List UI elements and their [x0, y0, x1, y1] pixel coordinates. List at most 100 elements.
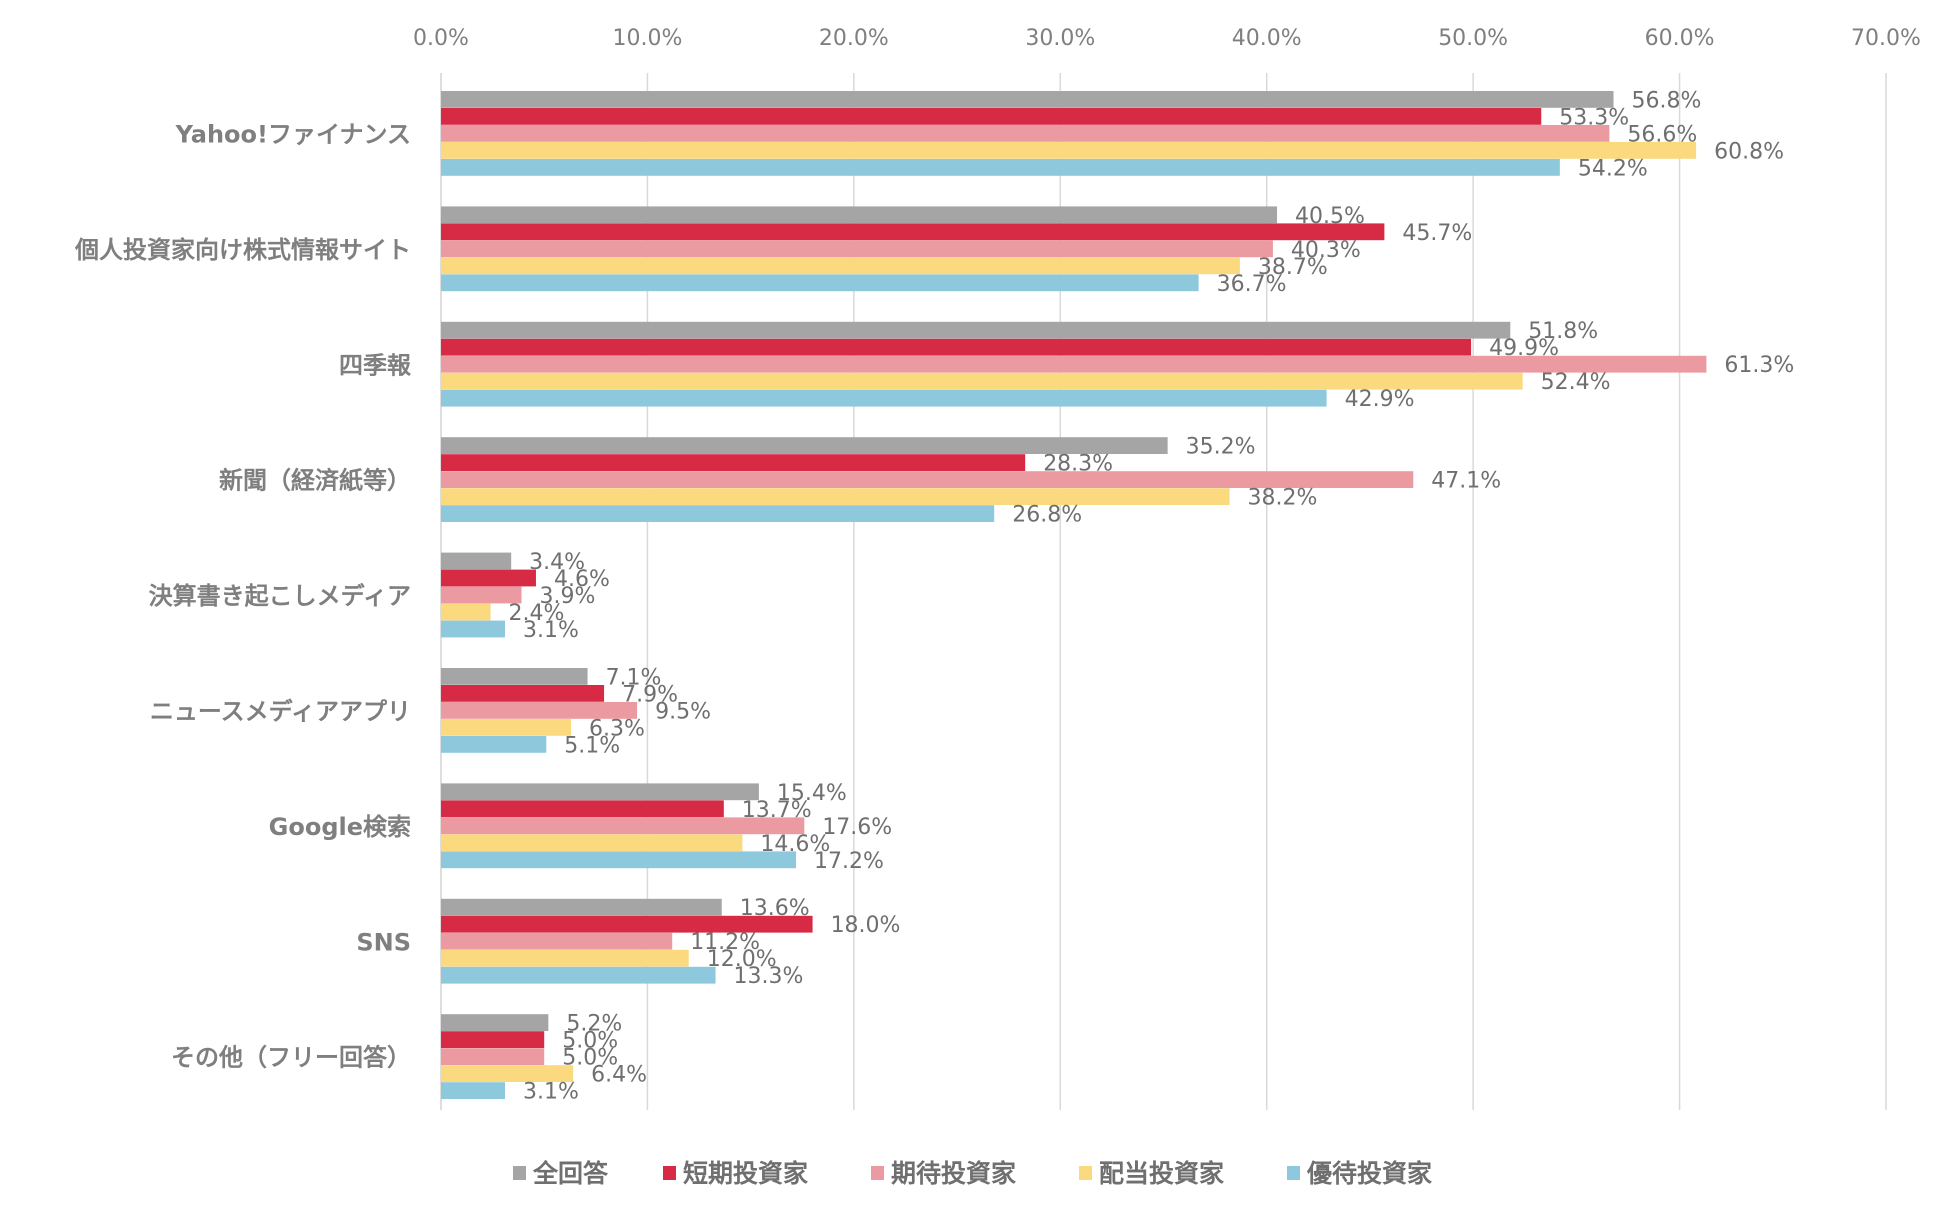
bar [441, 1065, 574, 1082]
data-label: 13.3% [734, 964, 804, 989]
data-label: 7.1% [606, 665, 662, 690]
legend-item: 短期投資家 [663, 1159, 808, 1188]
bars [441, 91, 1707, 1099]
legend-item: 優待投資家 [1287, 1159, 1432, 1188]
data-label: 12.0% [707, 947, 777, 972]
legend-swatch [1287, 1166, 1300, 1180]
data-label: 61.3% [1724, 353, 1794, 378]
category-label: 個人投資家向け株式情報サイト [74, 236, 411, 264]
legend: 全回答 短期投資家 期待投資家 配当投資家 優待投資家 [513, 1159, 1432, 1188]
data-label: 36.7% [1217, 272, 1287, 297]
category-label: その他（フリー回答） [171, 1044, 411, 1072]
data-label: 17.2% [814, 849, 884, 874]
data-label: 3.9% [540, 584, 596, 609]
category-label: 四季報 [339, 351, 412, 379]
data-label: 5.1% [564, 733, 620, 758]
bar [441, 834, 743, 852]
data-label: 18.0% [831, 913, 901, 938]
data-label: 38.2% [1248, 486, 1318, 511]
bar [441, 1031, 545, 1048]
bar [441, 257, 1240, 275]
data-label: 15.4% [777, 781, 847, 806]
bar [441, 240, 1273, 258]
bar [441, 898, 722, 916]
bar [441, 505, 995, 522]
legend-item: 期待投資家 [871, 1159, 1016, 1188]
x-tick-label: 70.0% [1851, 26, 1921, 51]
bar [441, 569, 536, 587]
bar [441, 702, 638, 719]
x-tick-label: 40.0% [1232, 26, 1302, 51]
bar [441, 159, 1560, 176]
data-label: 7.9% [622, 682, 678, 707]
legend-swatch [513, 1166, 526, 1180]
legend-label: 期待投資家 [891, 1159, 1016, 1188]
data-label: 56.6% [1627, 122, 1697, 147]
data-labels: 56.8%53.3%56.6% 60.8% 54.2% 40.5% 45.7% 40.3%… [509, 88, 1795, 1104]
data-label: 40.3% [1291, 238, 1361, 263]
data-label: 6.3% [589, 716, 645, 741]
legend-item: 全回答 [513, 1159, 609, 1188]
bar [441, 719, 572, 736]
legend-label: 配当投資家 [1099, 1159, 1224, 1188]
bar [441, 800, 724, 818]
data-label: 26.8% [1012, 503, 1082, 528]
x-tick-label: 60.0% [1645, 26, 1715, 51]
data-label: 3.1% [523, 1080, 579, 1105]
bar [441, 736, 547, 753]
data-label: 9.5% [655, 699, 711, 724]
data-label: 40.5% [1295, 204, 1365, 229]
x-tick-label: 30.0% [1025, 26, 1095, 51]
bar [441, 586, 522, 604]
data-label: 60.8% [1714, 139, 1784, 164]
legend-label: 優待投資家 [1306, 1159, 1432, 1188]
bar [441, 817, 805, 835]
data-label: 5.2% [566, 1012, 622, 1037]
data-label: 4.6% [554, 567, 610, 592]
bar [441, 91, 1614, 108]
data-label: 5.0% [562, 1046, 618, 1071]
bar [441, 620, 505, 638]
bar [441, 454, 1026, 471]
bar [441, 915, 813, 933]
bar [441, 389, 1327, 407]
data-label: 56.8% [1632, 88, 1702, 113]
data-label: 13.7% [742, 798, 812, 823]
bar [441, 108, 1542, 125]
data-label: 51.8% [1528, 319, 1598, 344]
category-label: ニュースメディアアプリ [150, 698, 411, 726]
bar [441, 685, 605, 702]
bar [441, 851, 797, 869]
category-label: Yahoo!ファイナンス [175, 121, 411, 149]
data-label: 14.6% [760, 832, 830, 857]
bar [441, 1082, 505, 1099]
bar [441, 355, 1707, 373]
data-label: 42.9% [1345, 387, 1415, 412]
category-label: 新聞（経済紙等） [219, 467, 411, 495]
data-label: 17.6% [822, 815, 892, 840]
category-label: Google検索 [269, 813, 411, 841]
category-label: 決算書き起こしメディア [149, 582, 411, 610]
legend-swatch [871, 1166, 884, 1180]
category-label: SNS [356, 928, 411, 956]
data-label: 35.2% [1186, 435, 1256, 460]
data-label: 54.2% [1578, 156, 1648, 181]
bar [441, 668, 588, 685]
bar [441, 338, 1472, 356]
bar [441, 488, 1230, 505]
legend-item: 配当投資家 [1079, 1159, 1224, 1188]
bar [441, 142, 1697, 159]
legend-swatch [663, 1166, 676, 1180]
data-label: 47.1% [1431, 469, 1501, 494]
data-label: 53.3% [1559, 105, 1629, 130]
bar [441, 1014, 549, 1031]
data-label: 38.7% [1258, 255, 1328, 280]
legend-label: 短期投資家 [683, 1159, 808, 1188]
bar [441, 783, 759, 801]
data-label: 5.0% [562, 1029, 618, 1054]
bar [441, 471, 1414, 488]
bar [441, 437, 1168, 454]
legend-swatch [1079, 1166, 1092, 1180]
bar [441, 932, 673, 950]
